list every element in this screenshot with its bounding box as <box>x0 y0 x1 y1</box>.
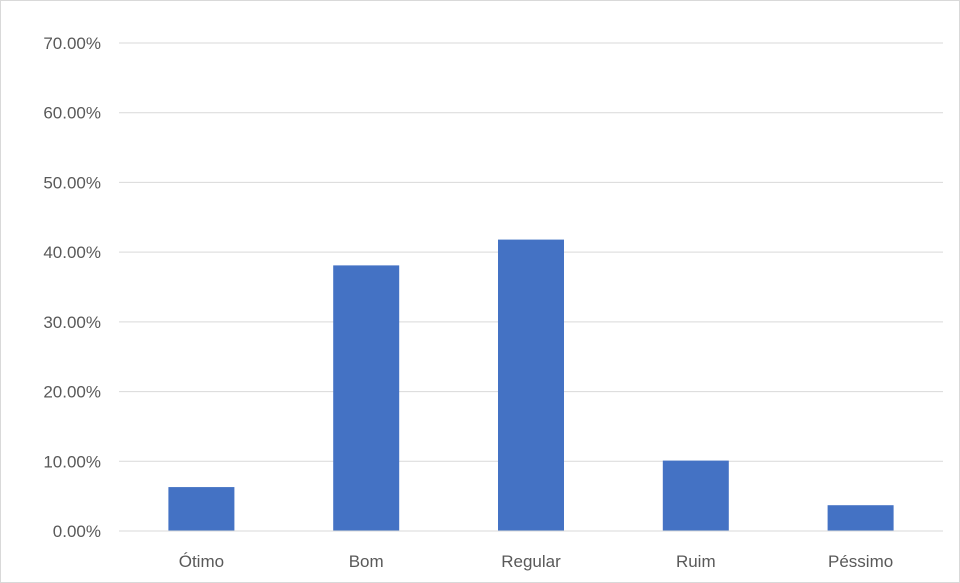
y-tick-label: 60.00% <box>43 104 101 123</box>
x-tick-label: Bom <box>349 552 384 571</box>
bar-2 <box>498 239 564 531</box>
bar-4 <box>827 505 894 531</box>
bar-3 <box>662 460 729 531</box>
y-tick-label: 50.00% <box>43 173 101 192</box>
bar-1 <box>333 265 400 531</box>
y-tick-label: 0.00% <box>53 522 101 541</box>
x-tick-label: Ruim <box>676 552 716 571</box>
y-tick-label: 20.00% <box>43 383 101 402</box>
x-tick-label: Regular <box>501 552 561 571</box>
y-tick-label: 70.00% <box>43 34 101 53</box>
y-tick-label: 30.00% <box>43 313 101 332</box>
y-axis-tick-labels: 0.00% 10.00% 20.00% 30.00% 40.00% 50.00% 60.00… <box>43 34 101 541</box>
bars <box>168 239 894 531</box>
y-tick-label: 40.00% <box>43 243 101 262</box>
x-tick-label: Ótimo <box>179 552 224 571</box>
x-tick-label: Péssimo <box>828 552 893 571</box>
y-tick-label: 10.00% <box>43 452 101 471</box>
bar-0 <box>168 487 235 531</box>
x-axis-tick-labels: Ótimo Bom Regular Ruim Péssimo <box>179 552 893 571</box>
